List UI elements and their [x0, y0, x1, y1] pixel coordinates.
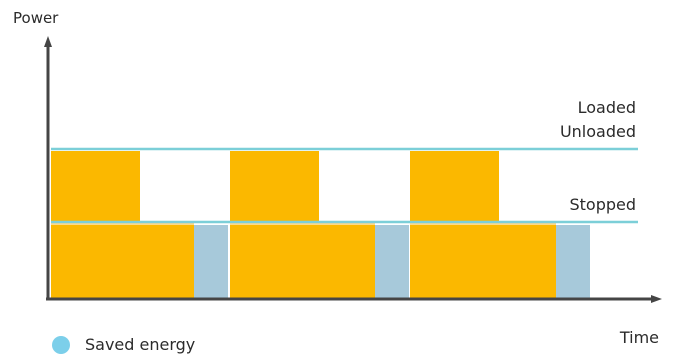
saved-energy-block	[194, 225, 228, 299]
x-axis-label: Time	[619, 328, 659, 347]
loaded-run-block	[230, 151, 319, 221]
stopped-level-label: Stopped	[569, 195, 636, 214]
loaded-run-block	[410, 151, 499, 221]
loaded-run-block	[51, 151, 140, 221]
saved-energy-legend-icon	[52, 336, 70, 354]
saved-energy-block	[556, 225, 590, 299]
unloaded-level-label: Unloaded	[560, 122, 636, 141]
saved-energy-block	[375, 225, 409, 299]
y-axis-label: Power	[13, 9, 59, 27]
unloaded-run-block	[230, 225, 375, 299]
loaded-level-label: Loaded	[578, 98, 636, 117]
unloaded-run-block	[410, 225, 556, 299]
saved-energy-legend-label: Saved energy	[85, 335, 195, 354]
x-axis-arrow-icon	[651, 295, 662, 303]
unloaded-run-block	[51, 225, 194, 299]
y-axis-arrow-icon	[44, 36, 52, 47]
